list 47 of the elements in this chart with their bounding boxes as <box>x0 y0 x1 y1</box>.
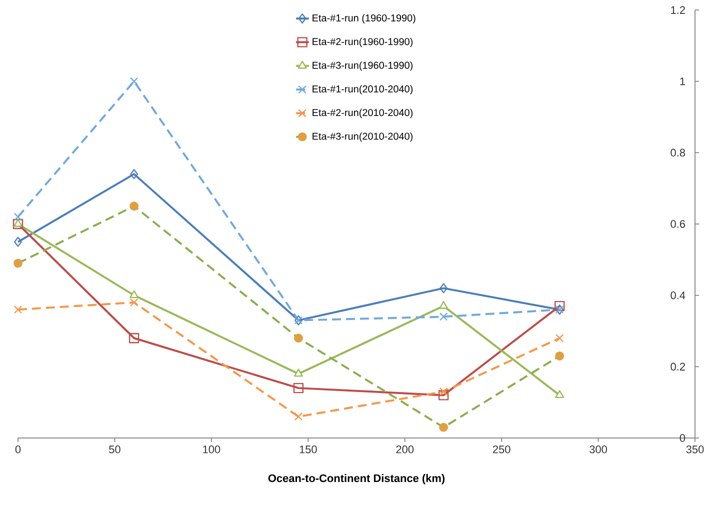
legend-label: Eta-#3-run(1960-1990) <box>312 61 413 71</box>
x-tick-label: 200 <box>396 446 414 454</box>
point <box>128 333 140 344</box>
point <box>14 212 22 221</box>
point <box>130 77 138 86</box>
x-axis-title: Ocean-to-Continent Distance (km) <box>268 474 445 484</box>
point <box>555 351 564 360</box>
point <box>14 305 22 314</box>
point <box>439 422 448 432</box>
point <box>293 382 304 394</box>
point <box>439 300 448 309</box>
point <box>130 168 138 180</box>
x-tick-label: 0 <box>15 446 21 454</box>
x-tick-label: 150 <box>300 446 317 454</box>
point <box>14 218 22 227</box>
y-tick-label: 0.4 <box>670 291 686 300</box>
point <box>555 334 564 342</box>
point <box>294 412 303 421</box>
x-tick-label: 300 <box>590 446 607 454</box>
y-tick-label: 0.8 <box>670 148 686 157</box>
legend-label: Eta-#1-run(2010-2040) <box>312 85 413 94</box>
point <box>14 236 22 247</box>
point <box>438 390 449 400</box>
point <box>439 388 448 396</box>
legend-label: Eta-#2-run(2010-2040) <box>312 108 413 118</box>
point <box>294 368 303 377</box>
point <box>440 283 448 294</box>
x-tick-label: 250 <box>492 446 510 454</box>
point <box>130 298 138 307</box>
y-tick-label: 0.2 <box>670 362 685 371</box>
point <box>555 390 564 398</box>
legend-label: Eta-#1-run (1960-1990) <box>312 14 416 24</box>
legend-label: Eta-#3-run(2010-2040) <box>312 132 413 142</box>
point <box>14 258 22 268</box>
y-tick-label: 0.6 <box>670 220 686 228</box>
point <box>294 334 303 343</box>
x-tick-label: 100 <box>203 446 220 454</box>
y-tick-label: 1.2 <box>671 6 685 14</box>
point <box>439 312 448 321</box>
legend-label: Eta-#2-run(1960-1990) <box>312 38 413 48</box>
x-tick-label: 350 <box>686 446 704 454</box>
point <box>12 218 24 230</box>
point <box>554 300 565 312</box>
x-tick-label: 50 <box>109 446 120 454</box>
point <box>130 290 139 298</box>
y-tick-label: 1 <box>680 78 685 86</box>
point <box>130 202 139 211</box>
